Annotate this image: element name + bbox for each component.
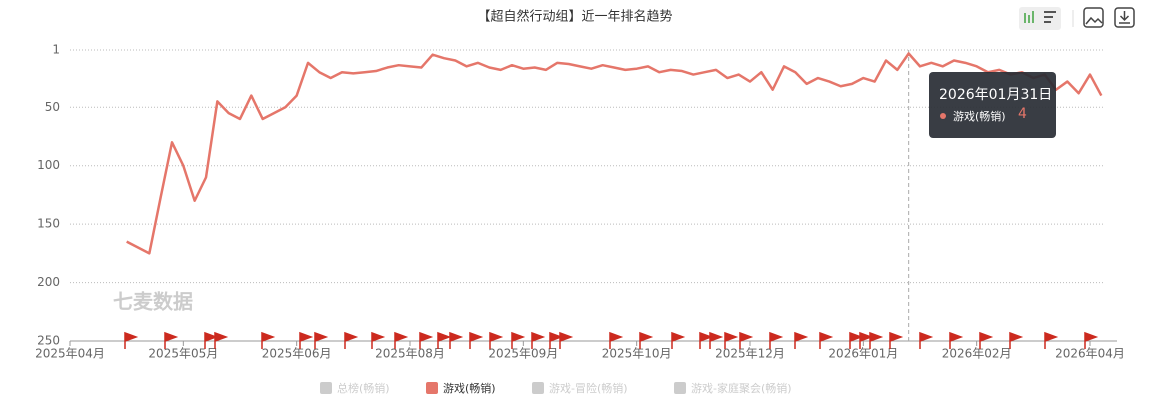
event-flag: [469, 331, 484, 349]
download-icon: [1119, 11, 1130, 24]
event-flag: [1009, 331, 1024, 349]
y-tick-label: 200: [37, 275, 60, 289]
legend-label[interactable]: 游戏-家庭聚会(畅销): [691, 381, 792, 395]
legend-label[interactable]: 总榜(畅销): [337, 381, 390, 395]
event-flag: [639, 331, 654, 349]
toolbar: [1019, 7, 1135, 30]
event-flag: [394, 331, 409, 349]
event-flag: [299, 331, 314, 349]
series-line: [126, 52, 1103, 255]
tooltip-value: 4: [1018, 106, 1027, 122]
x-tick-label: 2026年02月: [942, 347, 1012, 361]
tooltip: 2026年01月31日 游戏(畅销) 4: [929, 72, 1056, 138]
event-flag: [794, 331, 809, 349]
x-tick-label: 2026年04月: [1055, 347, 1125, 361]
x-tick-label: 2025年09月: [488, 347, 558, 361]
event-flag: [511, 331, 526, 349]
legend-label[interactable]: 游戏-冒险(畅销): [549, 381, 628, 395]
event-flag: [419, 331, 434, 349]
event-flag: [489, 331, 504, 349]
event-flag: [449, 331, 464, 349]
event-flag: [314, 331, 329, 349]
event-flag: [1044, 331, 1059, 349]
legend-swatch: [426, 382, 438, 394]
image-icon: [1085, 16, 1103, 25]
event-flag: [549, 331, 564, 349]
image-button[interactable]: [1083, 7, 1104, 28]
watermark: 七麦数据: [113, 290, 193, 314]
tooltip-dot: [940, 113, 946, 119]
event-flag: [559, 331, 574, 349]
y-tick-label: 100: [37, 158, 60, 172]
x-tick-label: 2025年08月: [375, 347, 445, 361]
event-flag: [979, 331, 994, 349]
event-flag: [819, 331, 834, 349]
event-flag: [699, 331, 714, 349]
legend-label[interactable]: 游戏(畅销): [443, 381, 496, 395]
event-flag: [371, 331, 386, 349]
x-tick-label: 2025年10月: [602, 347, 672, 361]
event-flag: [889, 331, 904, 349]
x-tick-label: 2025年05月: [148, 347, 218, 361]
event-flag: [609, 331, 624, 349]
event-flag: [437, 331, 452, 349]
y-tick-label: 150: [37, 217, 60, 231]
event-flag: [344, 331, 359, 349]
x-tick-label: 2025年04月: [35, 347, 105, 361]
chart-title: 【超自然行动组】近一年排名趋势: [477, 9, 672, 25]
legend-swatch: [532, 382, 544, 394]
event-flag: [214, 331, 229, 349]
event-flag: [671, 331, 686, 349]
event-flag: [204, 331, 219, 349]
y-tick-label: 250: [37, 334, 60, 348]
event-flag: [261, 331, 276, 349]
tooltip-series: 游戏(畅销): [953, 110, 1006, 123]
event-flag: [709, 331, 724, 349]
event-flag: [769, 331, 784, 349]
event-flag: [531, 331, 546, 349]
event-flag: [869, 331, 884, 349]
x-tick-label: 2026年01月: [828, 347, 898, 361]
x-tick-label: 2025年12月: [715, 347, 785, 361]
tooltip-title: 2026年01月31日: [939, 87, 1053, 103]
download-button[interactable]: [1114, 7, 1135, 28]
list-icon: [1044, 11, 1056, 23]
legend-swatch: [674, 382, 686, 394]
bar-icon: [1024, 11, 1034, 23]
event-flag: [739, 331, 754, 349]
legend-swatch: [320, 382, 332, 394]
event-flag: [849, 331, 864, 349]
event-flag: [724, 331, 739, 349]
event-flag: [164, 331, 179, 349]
event-flag: [919, 331, 934, 349]
event-flag: [859, 331, 874, 349]
event-flag: [124, 331, 139, 349]
event-flag: [949, 331, 964, 349]
event-flag: [1084, 331, 1099, 349]
y-tick-label: 50: [45, 100, 60, 114]
y-tick-label: 1: [52, 43, 60, 57]
x-tick-label: 2025年06月: [262, 347, 332, 361]
